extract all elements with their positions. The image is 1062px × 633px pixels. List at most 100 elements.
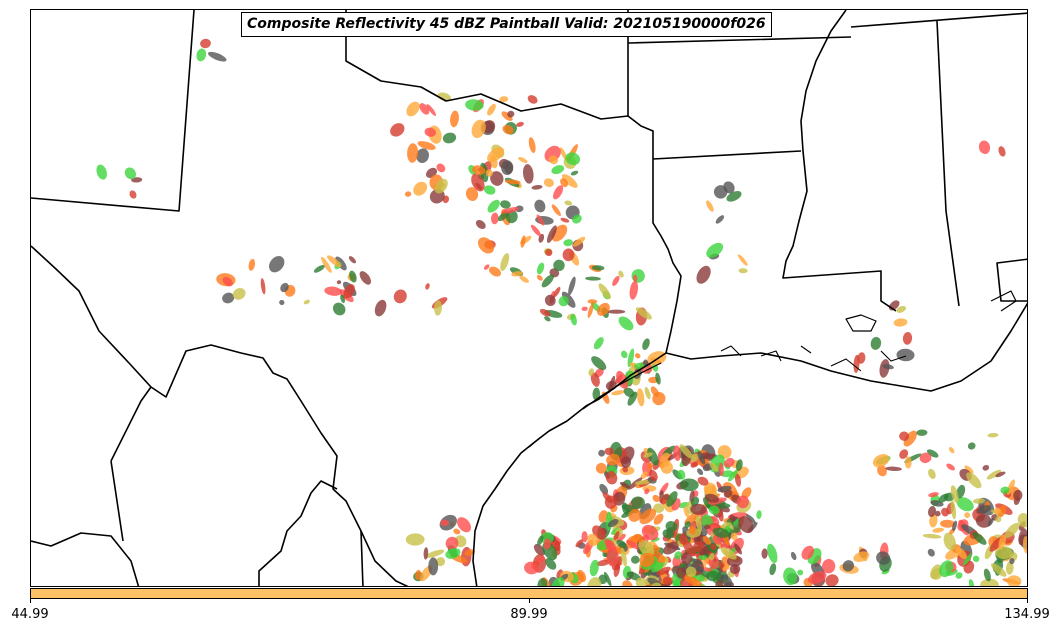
- reflectivity-blob: [728, 470, 738, 482]
- rio-grande-border: [31, 245, 409, 586]
- reflectivity-blob: [702, 536, 712, 545]
- reflectivity-blob: [475, 219, 486, 230]
- reflectivity-blob: [622, 580, 633, 586]
- reflectivity-blob: [627, 348, 635, 368]
- reflectivity-blob: [983, 568, 991, 582]
- reflectivity-blob: [653, 513, 664, 525]
- reflectivity-blob: [650, 386, 660, 397]
- reflectivity-blob: [718, 510, 724, 522]
- reflectivity-blob: [968, 579, 975, 586]
- reflectivity-blob: [870, 336, 882, 350]
- reflectivity-blob: [502, 124, 514, 135]
- reflectivity-blob: [501, 111, 513, 121]
- reflectivity-blob: [425, 549, 445, 558]
- reflectivity-blob: [738, 516, 754, 534]
- reflectivity-blob: [972, 555, 980, 563]
- texas-border: [31, 10, 682, 354]
- reflectivity-blob: [445, 536, 459, 550]
- reflectivity-blob: [807, 571, 827, 584]
- colorbar-tick-label: 44.99: [11, 607, 49, 622]
- reflectivity-blob: [656, 566, 671, 576]
- reflectivity-blob: [715, 579, 724, 586]
- reflectivity-blob: [540, 532, 554, 545]
- reflectivity-blob: [704, 524, 711, 530]
- reflectivity-blob: [660, 497, 667, 505]
- reflectivity-blob: [348, 256, 357, 264]
- reflectivity-blob: [649, 469, 658, 481]
- reflectivity-blob: [424, 127, 437, 137]
- reflectivity-blob: [546, 225, 557, 243]
- reflectivity-blob: [568, 276, 576, 296]
- reflectivity-blob: [487, 103, 496, 116]
- reflectivity-blob: [551, 204, 561, 216]
- reflectivity-blob: [916, 429, 928, 436]
- reflectivity-blob: [956, 484, 966, 499]
- reflectivity-blob: [734, 473, 742, 487]
- colorbar-tick: [529, 599, 530, 603]
- reflectivity-blob: [560, 178, 569, 188]
- reflectivity-blob: [591, 356, 607, 371]
- reflectivity-blob: [196, 48, 207, 62]
- reflectivity-blob: [676, 567, 686, 579]
- reflectivity-blob: [539, 308, 551, 317]
- reflectivity-blob: [697, 476, 709, 486]
- reflectivity-blob: [919, 452, 932, 464]
- reflectivity-blob: [1005, 561, 1014, 575]
- reflectivity-blob: [876, 551, 891, 565]
- reflectivity-blob: [483, 264, 490, 270]
- reflectivity-blob: [896, 305, 907, 313]
- reflectivity-blob: [710, 543, 717, 551]
- mexico-state-border-4: [360, 530, 364, 586]
- reflectivity-blob: [665, 521, 678, 532]
- reflectivity-blob: [436, 163, 446, 173]
- reflectivity-blob: [956, 497, 974, 512]
- reflectivity-blob: [697, 468, 704, 476]
- tn-border: [627, 12, 1027, 44]
- reflectivity-blob: [783, 567, 798, 586]
- reflectivity-blob: [677, 469, 686, 480]
- reflectivity-blob: [545, 248, 553, 257]
- state-borders: [31, 10, 1027, 586]
- reflectivity-blob: [628, 508, 642, 522]
- reflectivity-blob: [928, 492, 939, 498]
- reflectivity-blob: [929, 513, 938, 528]
- reflectivity-blob: [980, 578, 999, 586]
- reflectivity-blob: [853, 551, 870, 563]
- reflectivity-blob: [627, 391, 638, 406]
- reflectivity-blob: [572, 236, 586, 247]
- reflectivity-blob: [324, 286, 343, 296]
- reflectivity-blob: [575, 539, 584, 548]
- reflectivity-blob: [260, 278, 266, 295]
- reflectivity-blob: [572, 214, 582, 224]
- reflectivity-blob: [1004, 522, 1020, 538]
- reflectivity-blob: [691, 558, 703, 565]
- reflectivity-blob: [790, 551, 797, 561]
- reflectivity-blob: [604, 447, 614, 456]
- reflectivity-blob: [519, 275, 530, 283]
- reflectivity-blob: [718, 462, 724, 477]
- reflectivity-paintball-layer: [96, 38, 1027, 586]
- reflectivity-blob: [635, 577, 651, 586]
- reflectivity-blob: [634, 353, 641, 359]
- reflectivity-blob: [950, 500, 957, 520]
- reflectivity-blob: [248, 258, 256, 271]
- reflectivity-blob: [558, 295, 569, 307]
- arkansas-louisiana-border: [652, 150, 802, 160]
- reflectivity-blob: [606, 547, 619, 567]
- reflectivity-blob: [1013, 489, 1023, 501]
- reflectivity-blob: [390, 123, 405, 137]
- reflectivity-blob: [131, 177, 143, 183]
- reflectivity-blob: [536, 214, 545, 226]
- reflectivity-blob: [570, 314, 577, 326]
- reflectivity-blob: [501, 160, 514, 176]
- reflectivity-blob: [946, 463, 956, 471]
- reflectivity-blob: [718, 543, 730, 549]
- reflectivity-blob: [879, 359, 890, 378]
- reflectivity-blob: [626, 539, 639, 549]
- mexico-state-border-3: [258, 480, 338, 586]
- reflectivity-blob: [531, 185, 543, 190]
- reflectivity-blob: [1017, 513, 1027, 528]
- reflectivity-blob: [485, 169, 493, 177]
- reflectivity-blob: [995, 546, 1013, 560]
- reflectivity-blob: [520, 235, 526, 248]
